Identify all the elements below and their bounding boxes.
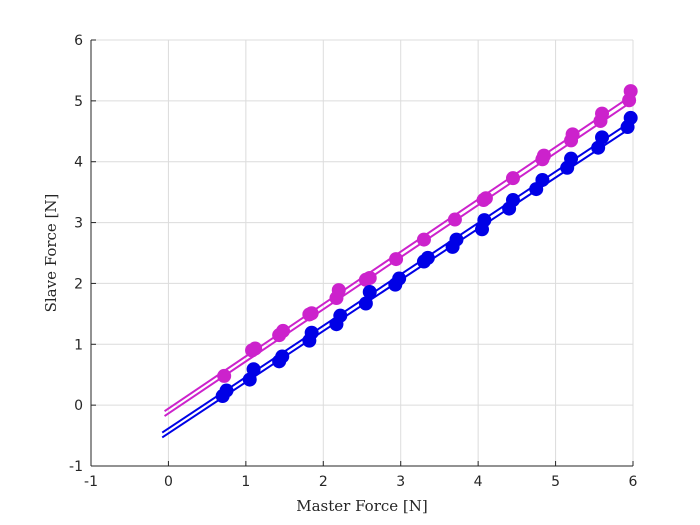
data-point-series-1 [505, 171, 520, 186]
y-axis-label: Slave Force [N] [42, 194, 60, 313]
data-point-series-1 [595, 106, 610, 121]
data-point-series-2 [358, 296, 373, 311]
data-point-series-2 [392, 271, 407, 286]
data-point-series-1 [217, 368, 232, 383]
tick-labels: -1 0 1 2 3 4 5 6 -1 0 1 2 3 4 5 6 [69, 33, 638, 490]
data-point-series-2 [535, 172, 550, 187]
x-tick-label: 0 [164, 474, 173, 490]
y-tick-label: 5 [74, 94, 83, 110]
y-tick-label: 4 [74, 155, 83, 171]
x-axis-label: Master Force [N] [296, 497, 428, 515]
data-point-series-2 [246, 362, 261, 377]
data-points [215, 84, 638, 404]
data-point-series-1 [276, 323, 291, 338]
data-point-series-1 [331, 283, 346, 298]
y-tick-label: 2 [74, 276, 83, 292]
data-point-series-1 [623, 84, 638, 99]
x-tick-label: 4 [474, 474, 483, 490]
data-point-series-1 [536, 148, 551, 163]
axes [90, 39, 634, 467]
data-point-series-2 [477, 213, 492, 228]
data-point-series-1 [389, 252, 404, 267]
data-point-series-2 [304, 325, 319, 340]
y-tick-label: 0 [74, 398, 83, 414]
x-tick-label: 3 [396, 474, 405, 490]
data-point-series-2 [219, 383, 234, 398]
data-point-series-2 [449, 232, 464, 247]
y-tick-label: 6 [74, 33, 83, 49]
data-point-series-2 [623, 110, 638, 125]
data-point-series-2 [420, 250, 435, 265]
x-tick-label: -1 [84, 474, 98, 490]
data-point-series-1 [304, 306, 319, 321]
data-point-series-1 [416, 232, 431, 247]
data-point-series-2 [564, 151, 579, 166]
data-point-series-1 [362, 270, 377, 285]
data-point-series-2 [333, 308, 348, 323]
data-point-series-1 [447, 212, 462, 227]
data-point-series-2 [595, 130, 610, 145]
y-tick-label: 3 [74, 216, 83, 232]
x-tick-label: 2 [319, 474, 328, 490]
data-point-series-2 [362, 284, 377, 299]
data-point-series-1 [248, 341, 263, 356]
x-tick-label: 6 [629, 474, 638, 490]
data-point-series-1 [478, 191, 493, 206]
y-tick-label: 1 [74, 337, 83, 353]
data-point-series-2 [505, 193, 520, 208]
x-tick-label: 5 [551, 474, 560, 490]
data-point-series-2 [275, 349, 290, 364]
plot-background [91, 40, 633, 466]
data-point-series-1 [565, 127, 580, 142]
x-tick-label: 1 [241, 474, 250, 490]
y-tick-label: -1 [69, 459, 83, 475]
